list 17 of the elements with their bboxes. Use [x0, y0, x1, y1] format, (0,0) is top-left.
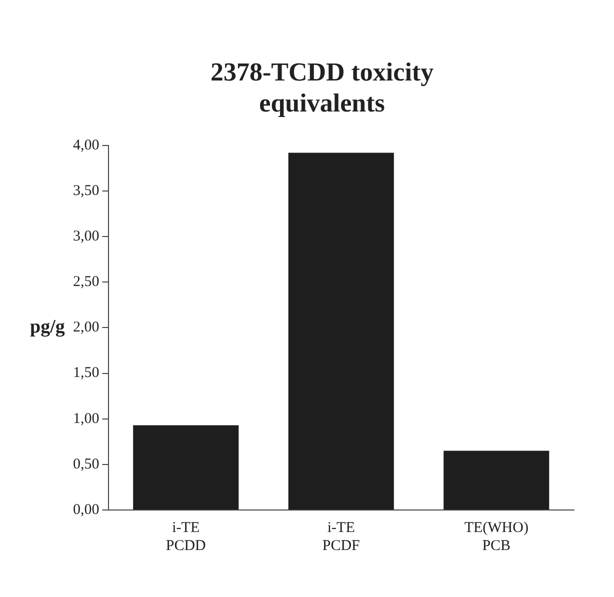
- y-tick-label: 1,00: [73, 410, 100, 427]
- y-tick-label: 3,00: [73, 228, 100, 244]
- y-tick-label: 2,00: [73, 320, 100, 336]
- y-tick-label: 1,50: [73, 365, 100, 382]
- bar: [133, 425, 239, 510]
- y-axis-title: pg/g: [30, 316, 66, 338]
- y-tick-label: 2,50: [73, 274, 100, 290]
- x-tick-label: i-TE PCDD: [166, 520, 206, 554]
- y-tick-label: 0,00: [73, 502, 100, 518]
- y-tick-label: 3,50: [73, 182, 100, 199]
- y-tick-label: 4,00: [73, 137, 100, 154]
- y-tick-label: 0,50: [73, 456, 100, 472]
- bar: [288, 152, 394, 510]
- x-tick-label: TE(WHO) PCB: [464, 520, 528, 554]
- x-tick-label: i-TE PCDF: [322, 520, 360, 554]
- chart-title: 2378-TCDD toxicity equivalents: [210, 57, 434, 118]
- bar: [444, 450, 550, 510]
